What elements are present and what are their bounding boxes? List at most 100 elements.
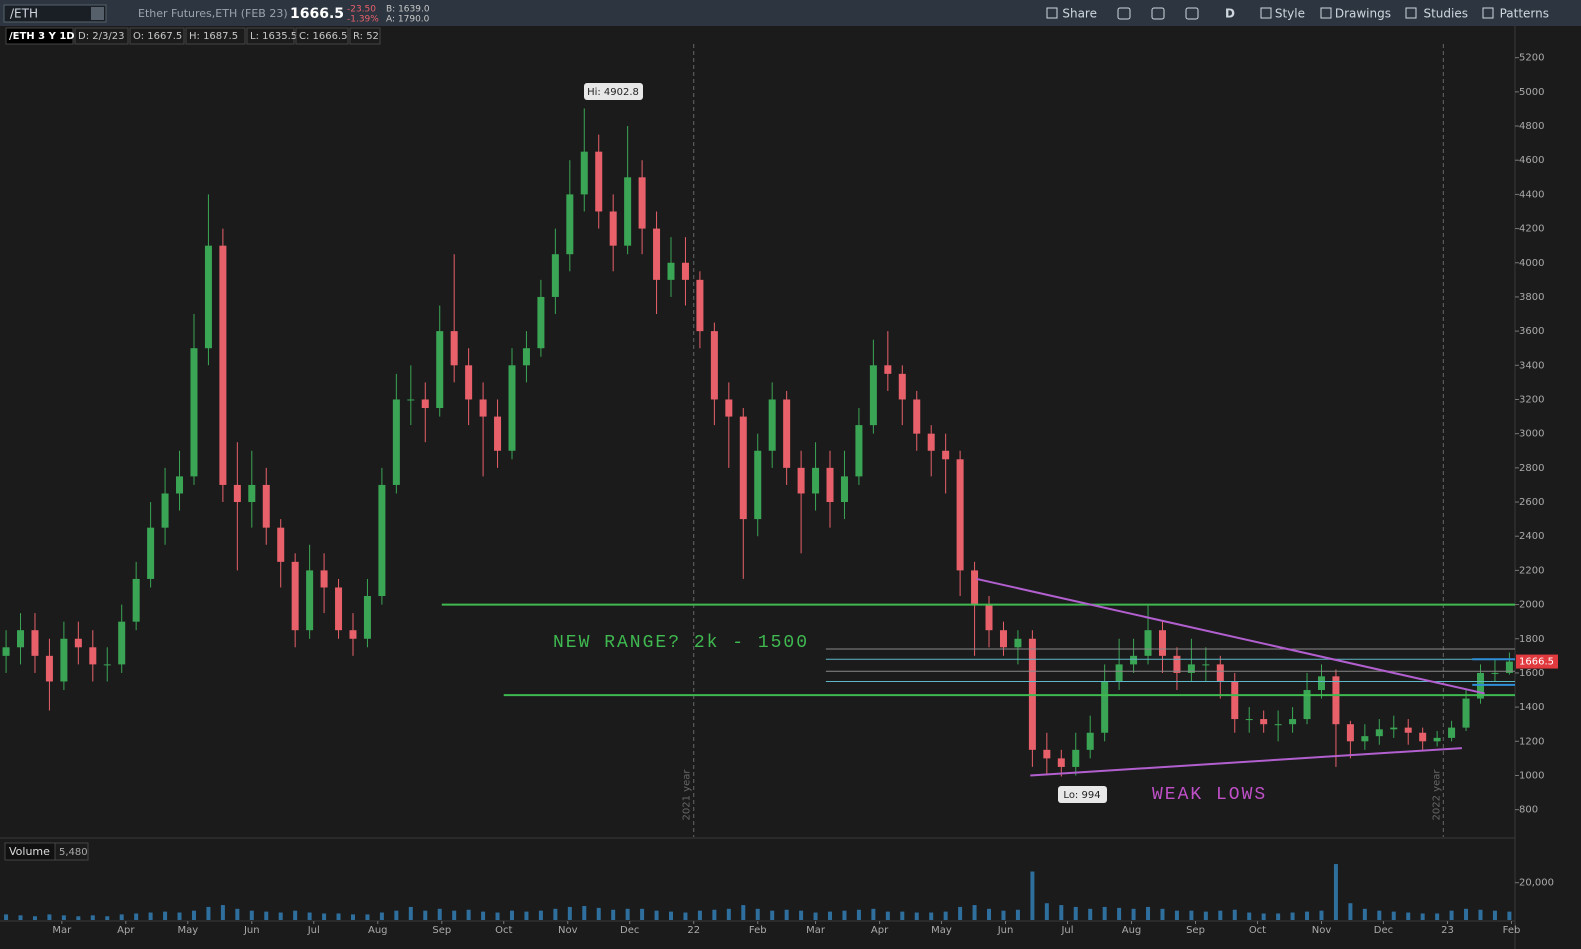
candle-body — [812, 467, 820, 494]
volume-bar — [943, 911, 948, 920]
volume-value-box — [54, 842, 89, 861]
candle-body — [118, 621, 126, 665]
candle-body — [132, 578, 140, 622]
candle-body — [710, 331, 718, 400]
y-tick-label: 2200 — [1519, 565, 1544, 576]
y-tick-label: 1000 — [1519, 770, 1544, 781]
info-box — [185, 27, 246, 45]
candle-body — [1303, 690, 1311, 720]
symbol[interactable]: /ETH — [10, 7, 38, 21]
x-tick-label: Feb — [749, 925, 767, 936]
info-box — [74, 27, 129, 45]
volume-bar — [191, 910, 196, 920]
candle-body — [1231, 681, 1239, 720]
info-item: L: 1635.5 — [250, 31, 297, 42]
x-tick-label: Aug — [368, 925, 388, 936]
volume-bar — [1030, 871, 1035, 920]
toolbar-button[interactable]: Drawings — [1335, 7, 1391, 21]
candle-body — [89, 647, 97, 665]
candle-body — [291, 561, 299, 631]
toolbar-button[interactable]: Patterns — [1500, 7, 1549, 21]
tool-icon[interactable] — [1117, 7, 1131, 20]
symbol-dropdown[interactable] — [91, 7, 104, 20]
candle-body — [595, 151, 603, 212]
volume-bar — [379, 912, 384, 920]
candle-body — [1289, 719, 1297, 725]
description: Ether Futures,ETH (FEB 23) — [138, 7, 288, 20]
info-box — [129, 27, 185, 45]
toolbar-button[interactable]: Studies — [1423, 7, 1468, 21]
candle-body — [1130, 655, 1138, 665]
volume-bar — [567, 906, 572, 920]
volume-bar — [495, 912, 500, 920]
candle-body — [566, 194, 574, 255]
candle-body — [1187, 664, 1195, 673]
volume-bar — [784, 909, 789, 920]
candle-body — [450, 331, 458, 366]
candle-body — [1419, 732, 1427, 742]
info-item: C: 1666.5 — [299, 31, 348, 42]
symbol-box[interactable] — [3, 4, 107, 23]
candle-body — [609, 211, 617, 246]
x-tick-label: Mar — [52, 925, 72, 936]
candle-body — [956, 459, 964, 571]
candle-body — [1346, 724, 1354, 742]
volume-bar — [278, 912, 283, 920]
volume-bar — [1044, 903, 1049, 920]
volume-bar — [423, 910, 428, 920]
candle-body — [31, 630, 39, 656]
candle-body — [1101, 681, 1109, 733]
volume-bar — [1131, 908, 1136, 920]
candle-body — [783, 399, 791, 468]
aggregation[interactable]: D — [1225, 7, 1235, 21]
candle-body — [1115, 664, 1123, 682]
y-tick-label: 3200 — [1519, 394, 1544, 405]
volume-bar — [813, 912, 818, 920]
volume-bar — [163, 911, 168, 920]
y-tick-label: 1200 — [1519, 736, 1544, 747]
info-box — [246, 27, 295, 45]
y-tick-label: 4400 — [1519, 189, 1544, 200]
volume-bar — [1333, 864, 1338, 920]
volume-bar — [293, 910, 298, 920]
volume-bar — [365, 914, 370, 920]
candle-body — [161, 493, 169, 528]
volume-bar — [958, 906, 963, 920]
button-icon[interactable] — [1046, 7, 1058, 19]
ask: A: 1790.0 — [386, 15, 430, 25]
x-tick-label: Sep — [1186, 925, 1205, 936]
volume-bar — [1059, 905, 1064, 920]
toolbar-button[interactable]: Style — [1275, 7, 1305, 21]
x-tick-label: Apr — [871, 925, 889, 936]
bid: B: 1639.0 — [386, 5, 430, 15]
volume-bar — [914, 912, 919, 920]
annotation: WEAK LOWS — [1152, 785, 1267, 805]
volume-bar — [987, 908, 992, 920]
tool-icon[interactable] — [1185, 7, 1199, 20]
button-icon[interactable] — [1482, 7, 1494, 19]
candle-body — [681, 262, 689, 280]
candle-body — [855, 425, 863, 477]
y-tick-label: 5000 — [1519, 87, 1544, 98]
candle-body — [45, 655, 53, 682]
toolbar-button[interactable]: Share — [1062, 7, 1097, 21]
x-tick-label: Dec — [620, 925, 639, 936]
volume-bar — [1160, 908, 1165, 920]
candle-body — [1014, 638, 1022, 648]
volume-bar — [1290, 912, 1295, 920]
button-icon[interactable] — [1320, 7, 1332, 19]
button-icon[interactable] — [1260, 7, 1272, 19]
candle-body — [551, 254, 559, 297]
candle-body — [537, 296, 545, 349]
volume-bar — [900, 911, 905, 920]
info-item: H: 1687.5 — [189, 31, 238, 42]
volume-bar — [18, 915, 23, 920]
tool-icon[interactable] — [1151, 7, 1165, 20]
volume-bar — [712, 909, 717, 920]
candle-body — [999, 630, 1007, 648]
x-tick-label: Jun — [243, 925, 260, 936]
volume-bar — [307, 912, 312, 920]
button-icon[interactable] — [1405, 7, 1417, 19]
x-tick-label: Jun — [997, 925, 1014, 936]
volume-bar — [582, 906, 587, 920]
